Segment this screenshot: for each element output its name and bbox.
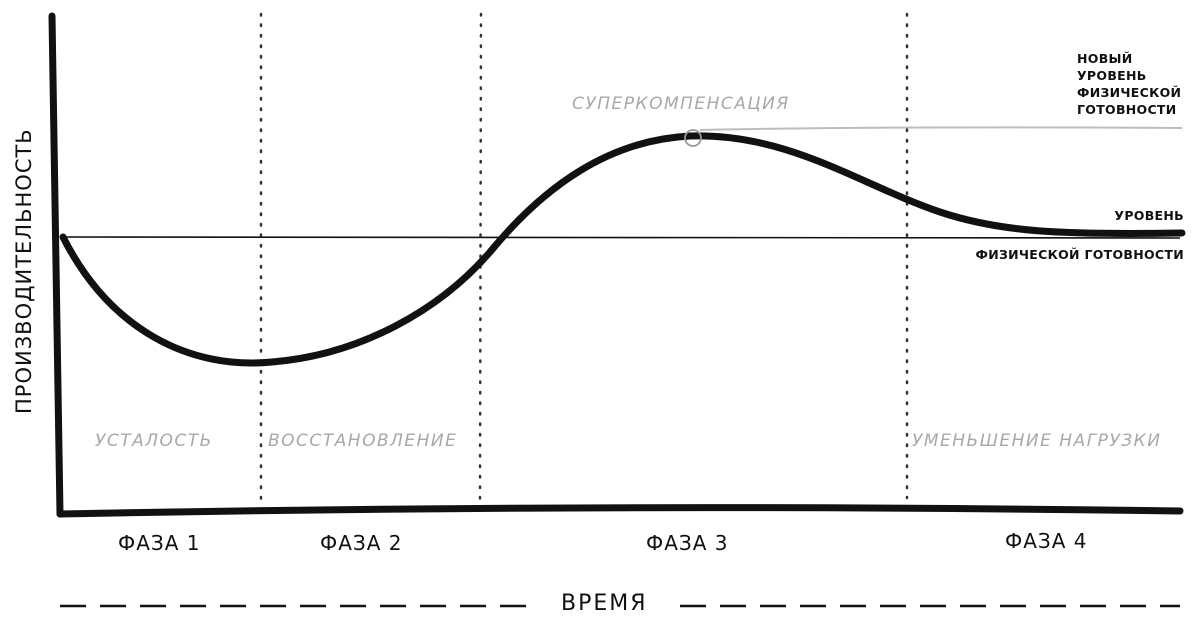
performance-curve: [59, 132, 1186, 367]
stage-label-taper: УМЕНЬШЕНИЕ НАГРУЗКИ: [912, 431, 1162, 451]
stage-label-recovery: ВОССТАНОВЛЕНИЕ: [268, 431, 458, 451]
phase-label-2: ФАЗА 2: [320, 531, 403, 555]
peak-marker: [684, 129, 702, 147]
x-axis: [56, 504, 1184, 518]
y-axis-label: ПРОИЗВОДИТЕЛЬНОСТЬ: [12, 128, 36, 414]
phase-label-3: ФАЗА 3: [646, 531, 729, 555]
baseline-label-line1: УРОВЕНЬ: [1114, 208, 1184, 223]
phase-divider-2: [478, 12, 483, 502]
phase-label-4: ФАЗА 4: [1005, 529, 1088, 553]
phase-label-1: ФАЗА 1: [118, 531, 201, 555]
stage-label-fatigue: УСТАЛОСТЬ: [95, 431, 213, 451]
new-level-label-line1: НОВЫЙ: [1077, 51, 1133, 66]
new-level-label: НОВЫЙ УРОВЕНЬ ФИЗИЧЕСКОЙ ГОТОВНОСТИ: [1077, 50, 1181, 118]
x-axis-label: ВРЕМЯ: [561, 591, 648, 616]
new-level-label-line3: ФИЗИЧЕСКОЙ: [1077, 85, 1182, 100]
new-level-line: [699, 126, 1183, 131]
baseline-label-line2: ФИЗИЧЕСКОЙ ГОТОВНОСТИ: [975, 247, 1184, 262]
y-axis: [48, 12, 64, 518]
peak-label: СУПЕРКОМПЕНСАЦИЯ: [572, 94, 790, 114]
baseline-level-line: [61, 236, 1181, 240]
new-level-label-line4: ГОТОВНОСТИ: [1077, 102, 1177, 117]
new-level-label-line2: УРОВЕНЬ: [1077, 68, 1147, 83]
